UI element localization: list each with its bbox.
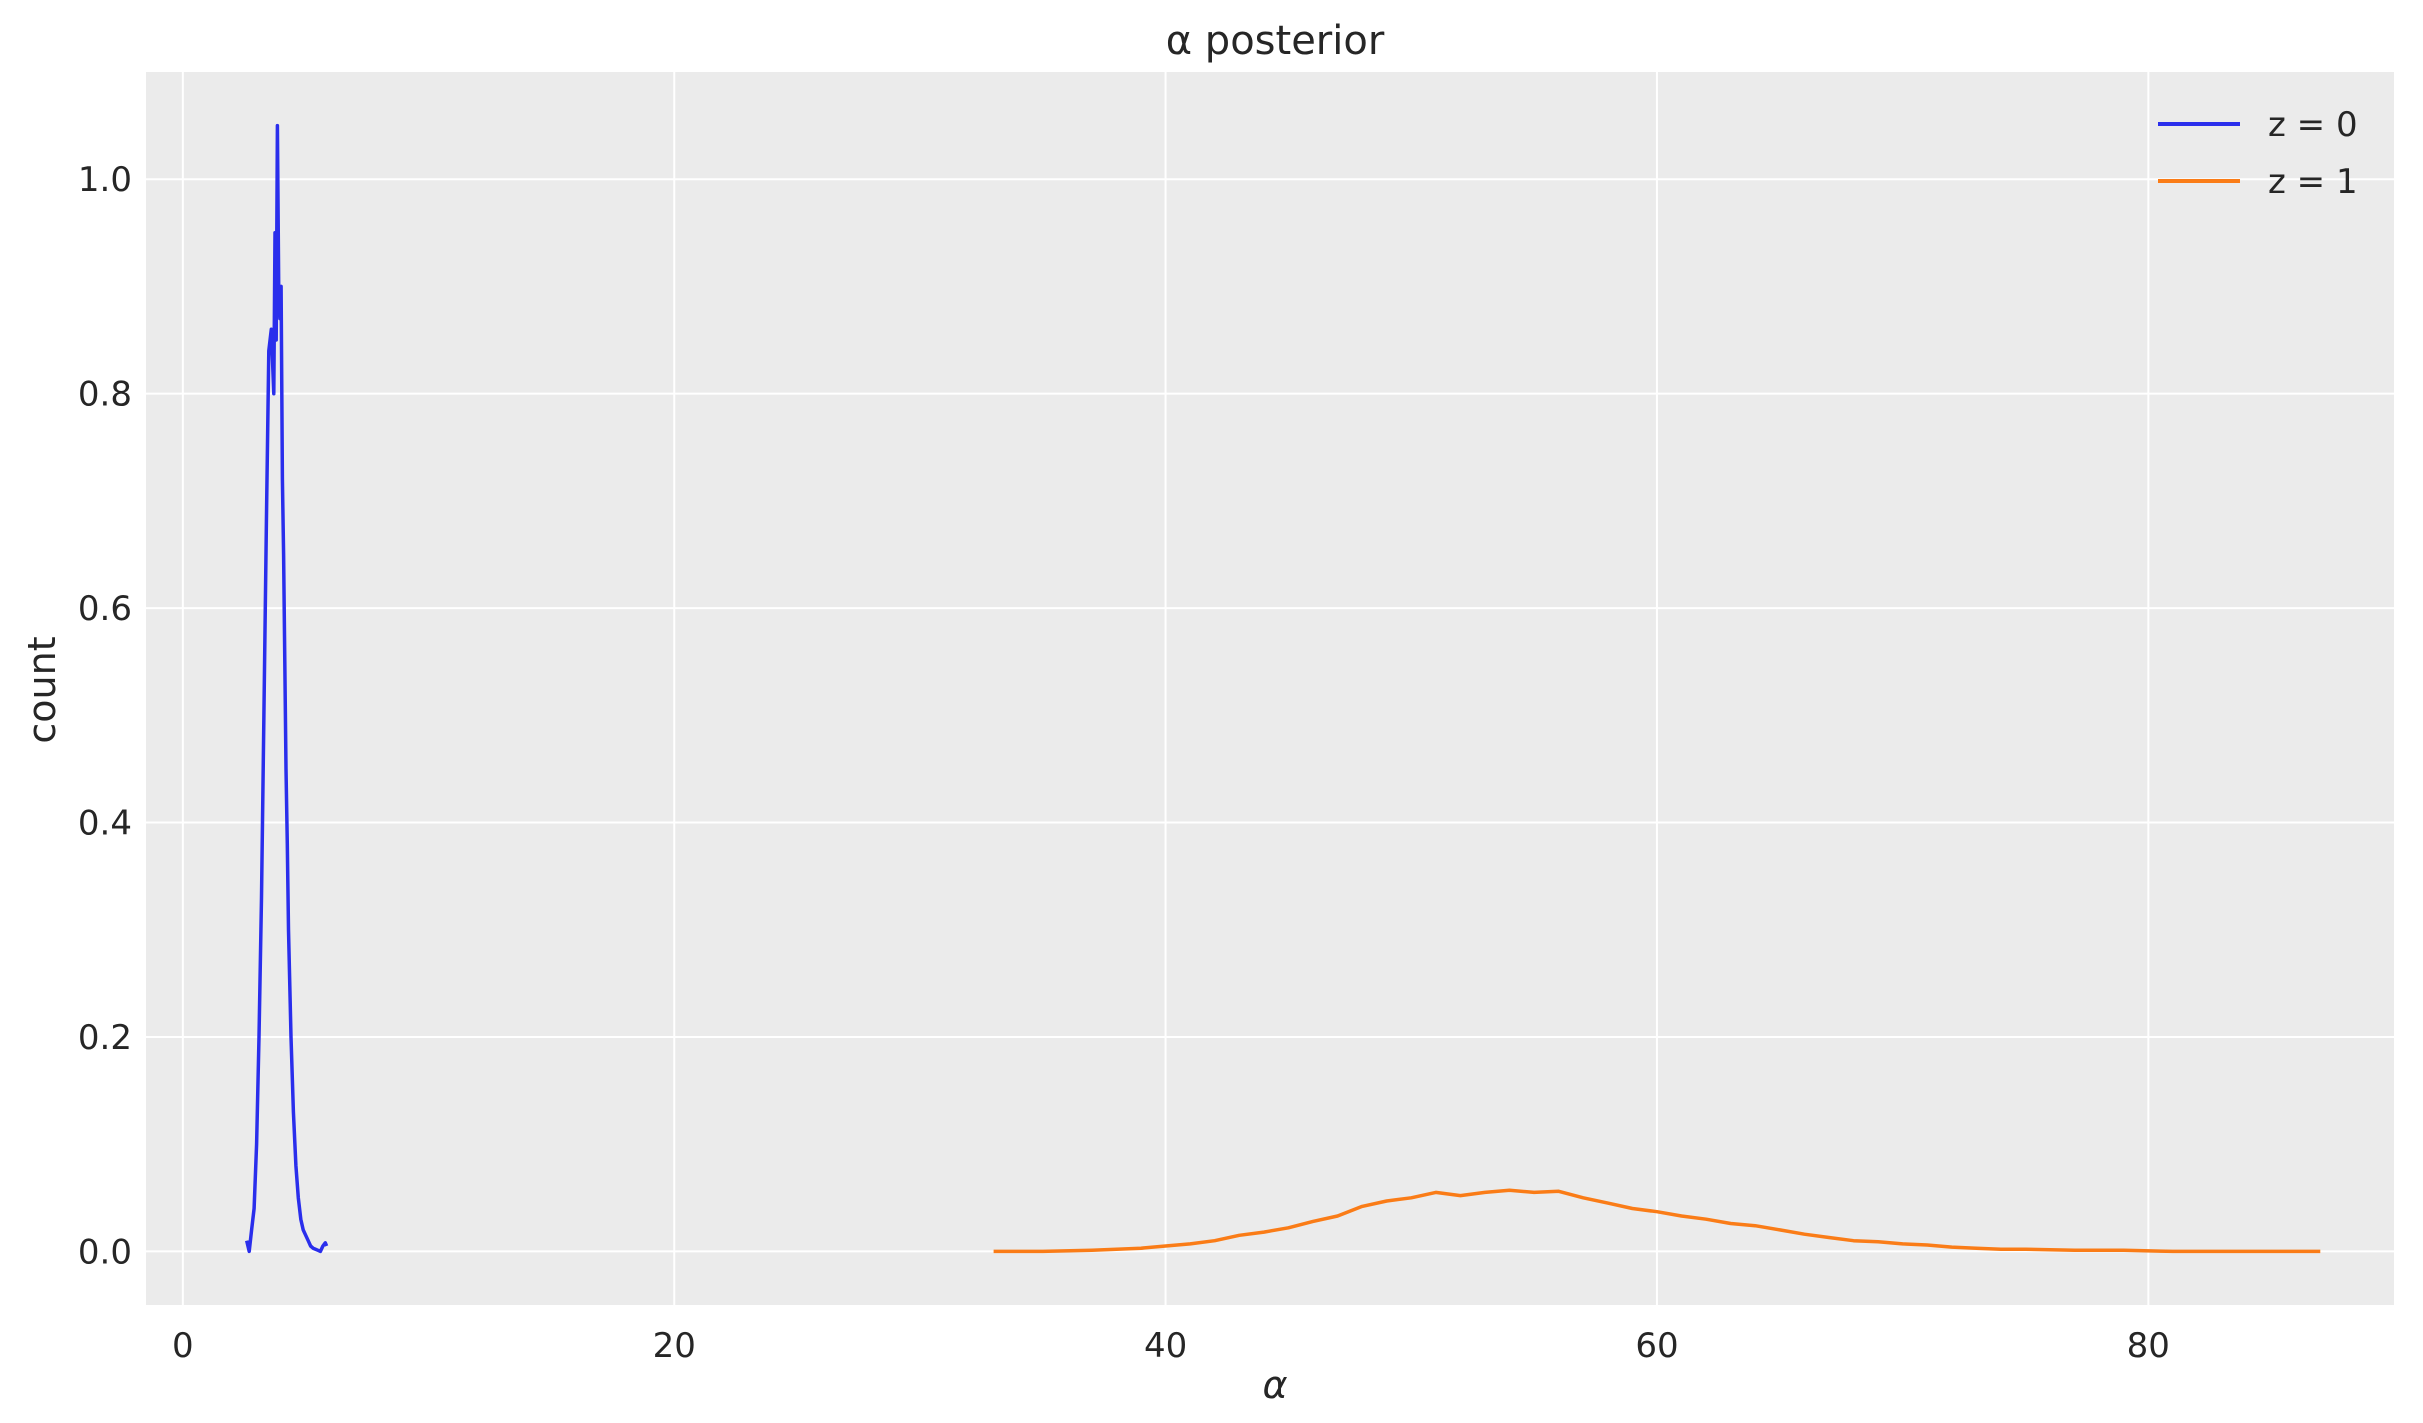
x-tick-label: 40 (1144, 1326, 1187, 1366)
series-line-z1 (993, 1188, 2321, 1254)
y-tick-label: 0.6 (78, 589, 132, 629)
series-line-z0 (244, 123, 329, 1254)
x-gridlines (181, 72, 2150, 1305)
y-gridlines (146, 178, 2394, 1253)
legend-label-z1: z = 1 (2268, 162, 2358, 202)
chart-title: α posterior (1166, 18, 1385, 64)
y-tick-label: 0.0 (78, 1232, 132, 1272)
y-tick-label: 0.2 (78, 1018, 132, 1058)
x-tick-label: 80 (2127, 1326, 2170, 1366)
x-tick-label: 20 (653, 1326, 696, 1366)
legend-label-z0: z = 0 (2268, 105, 2358, 145)
x-axis-label: α (1262, 1363, 1287, 1407)
x-tick-label: 0 (172, 1326, 194, 1366)
x-tick-label: 60 (1635, 1326, 1678, 1366)
plot-area (146, 72, 2394, 1305)
y-axis-label: count (20, 636, 64, 743)
x-tick-labels: 0 20 40 60 80 (172, 1326, 2170, 1366)
y-tick-labels: 0.0 0.2 0.4 0.6 0.8 1.0 (78, 160, 132, 1272)
y-tick-label: 0.4 (78, 804, 132, 844)
legend: z = 0 z = 1 (2158, 105, 2358, 202)
y-tick-label: 0.8 (78, 375, 132, 415)
series-layer (244, 123, 2321, 1254)
y-tick-label: 1.0 (78, 160, 132, 200)
